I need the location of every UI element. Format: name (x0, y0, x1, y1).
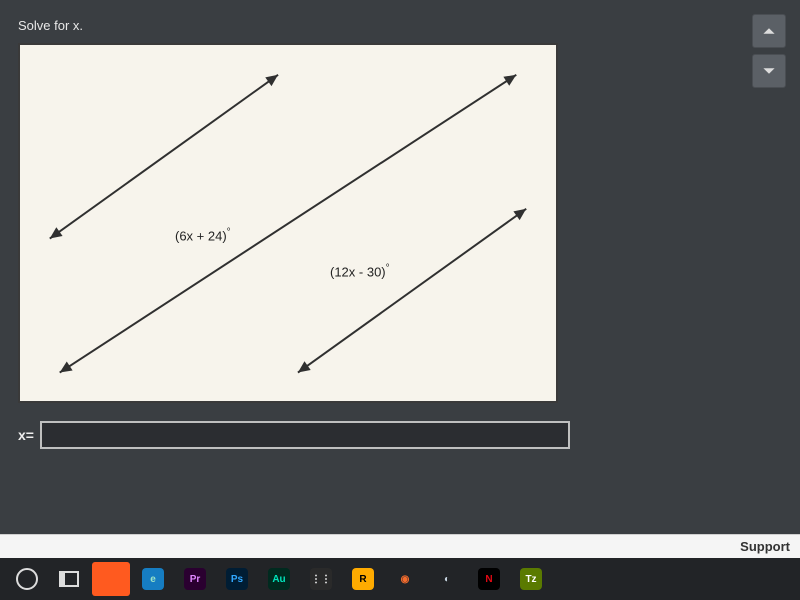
taskbar-audition[interactable]: Au (260, 562, 298, 596)
taskbar-netflix[interactable]: N (470, 562, 508, 596)
angle-label-right: (12x - 30)° (330, 263, 390, 279)
taskbar: e Pr Ps Au ⋮⋮ R ◉ ◐ N Tz (0, 558, 800, 600)
answer-row: x= (18, 421, 782, 449)
steam-icon: ◐ (436, 568, 458, 590)
photoshop-icon: Ps (226, 568, 248, 590)
taskbar-epic[interactable]: ⋮⋮ (302, 562, 340, 596)
taskbar-app-active[interactable] (92, 562, 130, 596)
angle-expr-right: (12x - 30) (330, 264, 386, 279)
answer-prefix: x= (18, 427, 34, 443)
support-link[interactable]: Support (740, 539, 790, 554)
answer-input[interactable] (40, 421, 570, 449)
support-bar: Support (0, 534, 800, 558)
degree-symbol: ° (227, 227, 231, 238)
question-panel: Solve for x. (6x + 24)° (12x - 30)° x= (0, 0, 800, 534)
taskbar-taskview[interactable] (50, 562, 88, 596)
netflix-icon: N (478, 568, 500, 590)
taskbar-origin[interactable]: ◉ (386, 562, 424, 596)
degree-symbol: ° (386, 263, 390, 274)
taskbar-photoshop[interactable]: Ps (218, 562, 256, 596)
nav-buttons (752, 14, 786, 88)
premiere-icon: Pr (184, 568, 206, 590)
start-icon (16, 568, 38, 590)
taskbar-edge[interactable]: e (134, 562, 172, 596)
edge-icon: e (142, 568, 164, 590)
taskbar-steam[interactable]: ◐ (428, 562, 466, 596)
taskbar-start[interactable] (8, 562, 46, 596)
taskview-icon (59, 571, 79, 587)
taskbar-tz[interactable]: Tz (512, 562, 550, 596)
taskbar-premiere[interactable]: Pr (176, 562, 214, 596)
chevron-down-icon (762, 64, 776, 78)
angle-expr-left: (6x + 24) (175, 228, 227, 243)
figure-svg (20, 45, 556, 402)
tz-icon: Tz (520, 568, 542, 590)
audition-icon: Au (268, 568, 290, 590)
nav-up-button[interactable] (752, 14, 786, 48)
taskbar-rockstar[interactable]: R (344, 562, 382, 596)
geometry-figure: (6x + 24)° (12x - 30)° (18, 43, 558, 403)
epic-icon: ⋮⋮ (310, 568, 332, 590)
question-prompt: Solve for x. (18, 18, 782, 33)
angle-label-left: (6x + 24)° (175, 227, 231, 243)
origin-icon: ◉ (394, 568, 416, 590)
rockstar-icon: R (352, 568, 374, 590)
chevron-up-icon (762, 24, 776, 38)
nav-down-button[interactable] (752, 54, 786, 88)
